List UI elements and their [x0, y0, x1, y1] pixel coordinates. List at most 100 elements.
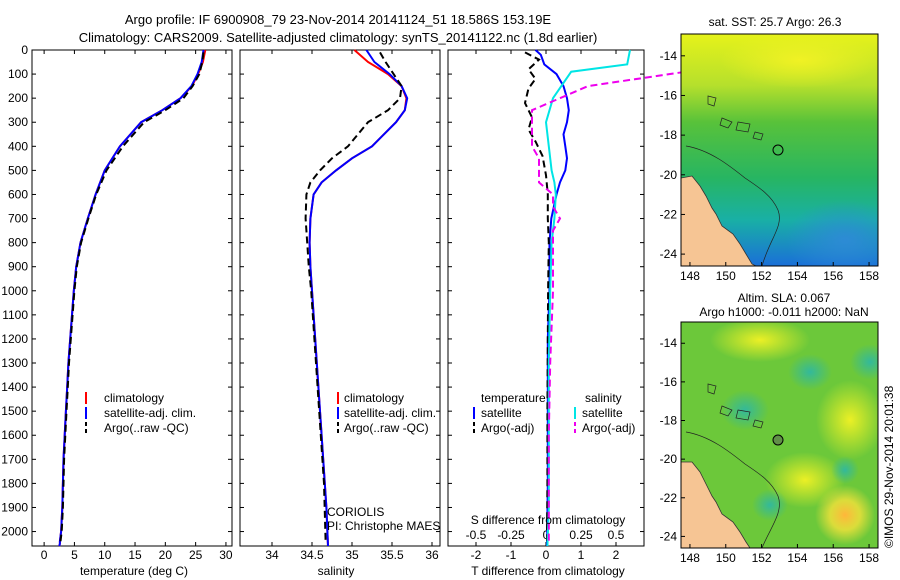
series-line-temperature-argo-adj	[523, 51, 550, 542]
sst-contour	[685, 145, 780, 266]
map-lon-tick-label: 156	[823, 269, 843, 283]
legend-label-climatology: climatology	[104, 391, 164, 405]
depth-tick-label: 800	[8, 236, 28, 250]
difference-legend: temperature salinity satellite Argo(-adj…	[473, 391, 635, 435]
depth-tick-label: 2000	[1, 525, 28, 539]
salinity-series	[304, 49, 409, 547]
map-lat-tick-label: -16	[660, 375, 678, 389]
legend-header-temperature: temperature	[481, 391, 546, 405]
depth-tick-label: 200	[8, 91, 28, 105]
x-tick-label: 30	[219, 548, 233, 562]
sla-map-heatmap	[681, 322, 878, 548]
legend-label-sal-satellite: satellite	[582, 406, 623, 420]
sla-low-patch	[831, 456, 859, 484]
x-tick-label: 25	[189, 548, 203, 562]
map-lon-tick-label: 156	[823, 551, 843, 565]
sla-low-patch	[752, 489, 788, 521]
sla-low-patch	[788, 354, 832, 390]
sla-low-patch	[721, 390, 769, 430]
pi-label: PI: Christophe MAES	[327, 519, 440, 533]
sla-low-patch	[850, 344, 878, 380]
x-tick-label: 0	[41, 548, 48, 562]
sla-high-patch	[816, 380, 878, 460]
map-lat-tick-label: -16	[660, 88, 678, 102]
depth-tick-label: 700	[8, 212, 28, 226]
x-tick-label: -1	[506, 548, 517, 562]
sla-peak-patch	[815, 485, 875, 545]
map-lat-tick-label: -20	[660, 168, 678, 182]
series-line-salinity-satellite	[544, 49, 631, 547]
depth-tick-label: 600	[8, 187, 28, 201]
sla-contour	[685, 431, 780, 548]
depth-tick-label: 1700	[1, 452, 28, 466]
x-tick-label: 1	[578, 548, 585, 562]
sla-map-title: Altim. SLA: 0.067	[738, 291, 831, 305]
map-lon-tick-label: 152	[752, 269, 772, 283]
sla-map-ticks: 148 150 152 154 156 158 -14 -16 -18 -20 -22 -24	[660, 336, 880, 565]
difference-series	[523, 49, 771, 547]
sla-coastline-land	[681, 461, 751, 548]
legend-label-argo: Argo(..raw -QC)	[344, 421, 429, 435]
argo-position-marker	[772, 434, 784, 446]
difference-xlabel: T difference from climatology	[471, 564, 625, 578]
x-tick-label: 36	[425, 548, 439, 562]
map-lon-tick-label: 154	[787, 269, 807, 283]
depth-tick-label: 1400	[1, 380, 28, 394]
series-line-climatology	[58, 49, 207, 547]
depth-tick-label: 1900	[1, 500, 28, 514]
depth-tick-label: 1000	[1, 284, 28, 298]
salinity-axes	[239, 49, 441, 547]
depth-tick-label: 900	[8, 260, 28, 274]
map-lat-tick-label: -14	[660, 336, 678, 350]
sst-map-ticks: 148 150 152 154 156 158 -14 -16 -18 -20 -22 -24	[660, 49, 880, 283]
series-line-argo-raw-qc	[304, 51, 403, 542]
salinity-diff-tick-label: -0.25	[497, 528, 525, 542]
map-lat-tick-label: -22	[660, 207, 678, 221]
figure-title-line1: Argo profile: IF 6900908_79 23-Nov-2014 …	[125, 12, 552, 27]
x-tick-label: 10	[98, 548, 112, 562]
depth-tick-label: 300	[8, 115, 28, 129]
map-lon-tick-label: 158	[859, 269, 879, 283]
argo-position-marker	[772, 144, 784, 156]
legend-label-satellite: satellite-adj. clim.	[104, 406, 196, 420]
legend-label-temp-argo: Argo(-adj)	[481, 421, 534, 435]
x-tick-label: 34	[265, 548, 279, 562]
x-tick-label: 15	[128, 548, 142, 562]
salinity-diff-tick-label: 0.5	[608, 528, 625, 542]
depth-tick-label: 1200	[1, 332, 28, 346]
map-lat-tick-label: -18	[660, 414, 678, 428]
map-lat-tick-label: -14	[660, 49, 678, 63]
depth-tick-label: 100	[8, 67, 28, 81]
map-lat-tick-label: -22	[660, 491, 678, 505]
map-lon-tick-label: 158	[859, 551, 879, 565]
map-lat-tick-label: -24	[660, 247, 678, 261]
panel-ticks: 0 5 10 15 20 25 30 34 34.5 35 35.5 36 -2 -1 0 1 2 -0.5 -0.…	[41, 50, 625, 562]
map-lat-tick-label: -18	[660, 128, 678, 142]
depth-tick-label: 1500	[1, 404, 28, 418]
depth-tick-label: 1600	[1, 428, 28, 442]
series-line-satellite-adj-clim	[308, 49, 409, 547]
temperature-xlabel: temperature (deg C)	[80, 564, 188, 578]
temperature-legend: climatology satellite-adj. clim. Argo(..…	[85, 391, 196, 435]
salinity-diff-tick-label: 0.25	[569, 528, 593, 542]
salinity-legend: climatology satellite-adj. clim. Argo(..…	[337, 391, 436, 435]
legend-header-salinity: salinity	[585, 391, 622, 405]
data-centre-label: CORIOLIS	[327, 505, 384, 519]
legend-label-sal-argo: Argo(-adj)	[582, 421, 635, 435]
depth-tick-label: 1100	[2, 308, 28, 322]
series-line-salinity-argo-adj	[531, 51, 771, 542]
depth-tick-label: 400	[8, 139, 28, 153]
series-line-argo-raw-qc	[59, 52, 205, 542]
legend-label-climatology: climatology	[344, 391, 404, 405]
x-tick-label: 34.5	[300, 548, 324, 562]
depth-tick-label: 0	[21, 43, 28, 57]
depth-tick-label: 500	[8, 163, 28, 177]
series-line-satellite-adj-clim	[58, 49, 205, 547]
figure-title-line2: Climatology: CARS2009. Satellite-adjuste…	[79, 30, 598, 45]
sst-map-title: sat. SST: 25.7 Argo: 26.3	[709, 15, 842, 29]
imos-credit: ©IMOS 29-Nov-2014 20:01:38	[882, 385, 896, 548]
depth-tick-label: 1300	[1, 356, 28, 370]
depth-tick-label: 1800	[1, 476, 28, 490]
sla-map-subtitle: Argo h1000: -0.011 h2000: NaN	[699, 305, 868, 319]
